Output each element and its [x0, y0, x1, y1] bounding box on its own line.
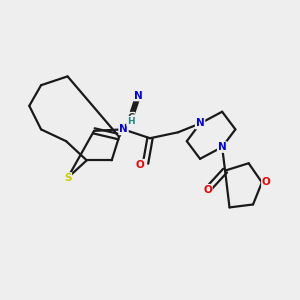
Text: O: O [203, 185, 212, 195]
Text: O: O [262, 177, 271, 188]
Text: C: C [127, 112, 134, 123]
Text: N: N [218, 142, 226, 152]
Text: S: S [64, 173, 71, 183]
Text: N: N [196, 118, 204, 128]
Text: N: N [119, 124, 128, 134]
Text: O: O [136, 160, 145, 170]
Text: N: N [134, 91, 142, 100]
Text: H: H [127, 117, 135, 126]
